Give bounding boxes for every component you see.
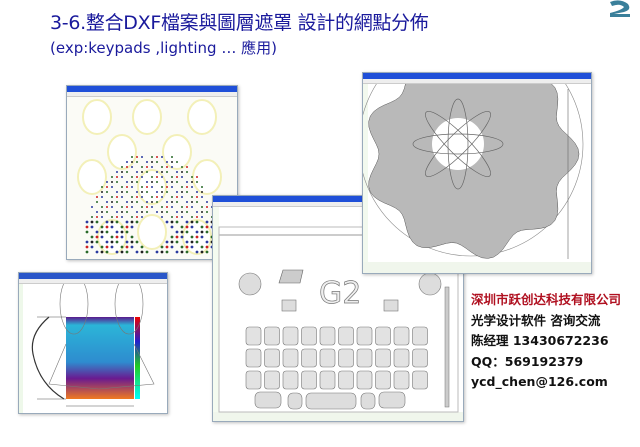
key-shape: [356, 370, 373, 390]
key-shape: [264, 326, 280, 346]
manager-phone: 陈经理 13430672236: [471, 333, 609, 348]
key-shape: [264, 348, 280, 368]
dot-pattern-canvas: [67, 97, 237, 259]
key-shape: [301, 326, 317, 346]
lighting-window[interactable]: [18, 272, 168, 414]
service-line: 光学设计软件 咨询交流: [471, 312, 601, 328]
key-shape: [245, 370, 262, 390]
key-shape: [319, 326, 336, 346]
qq-number: QQ：569192379: [471, 353, 584, 369]
dot-distribution-window[interactable]: [66, 85, 238, 260]
window-title-bar[interactable]: [363, 73, 591, 79]
key-shape: [360, 392, 376, 410]
g2-keypad-logo: G2: [319, 276, 361, 311]
window-title-bar[interactable]: [67, 86, 237, 92]
key-shape: [338, 348, 354, 368]
flower-pattern-window[interactable]: [362, 72, 592, 274]
key-shape: [356, 326, 373, 346]
key-shape: [375, 348, 391, 368]
key-shape: [245, 348, 262, 368]
key-shape: [264, 370, 280, 390]
key-shape: [319, 370, 336, 390]
contact-info: 深圳市跃创达科技有限公司 光学设计软件 咨询交流 陈经理 13430672236…: [471, 290, 621, 393]
key-shape: [378, 391, 406, 409]
key-shape: [282, 348, 299, 368]
key-shape: [412, 370, 428, 390]
lighting-canvas: [19, 284, 155, 413]
slide-title: 3-6.整合DXF檔案與圖層遮罩 設計的網點分佈: [50, 12, 429, 34]
g2-logo-icon: [610, 0, 630, 18]
key-shape: [254, 391, 282, 409]
key-shape: [338, 326, 354, 346]
window-menu-bar[interactable]: [213, 202, 463, 207]
key-shape: [338, 370, 354, 390]
company-name: 深圳市跃创达科技有限公司: [471, 292, 622, 307]
key-shape: [375, 370, 391, 390]
slide-subtitle: (exp:keypads ,lighting … 應用): [50, 39, 277, 57]
key-shape: [393, 370, 410, 390]
window-title-bar[interactable]: [19, 273, 167, 279]
email-address[interactable]: ycd_chen@126.com: [471, 374, 608, 389]
key-shape: [301, 370, 317, 390]
key-shape: [282, 370, 299, 390]
key-shape: [282, 326, 299, 346]
key-shape: [412, 326, 428, 346]
flower-canvas: [363, 84, 591, 273]
keypad-window[interactable]: G2: [212, 195, 464, 422]
key-shape: [301, 348, 317, 368]
keypad-canvas: G2: [213, 207, 463, 421]
key-shape: [287, 392, 303, 410]
key-shape: [393, 348, 410, 368]
window-menu-bar[interactable]: [19, 279, 167, 284]
key-shape: [245, 326, 262, 346]
key-shape: [305, 392, 357, 410]
key-shape: [356, 348, 373, 368]
window-title-bar[interactable]: [213, 196, 463, 202]
key-shape: [412, 348, 428, 368]
key-shape: [393, 326, 410, 346]
window-menu-bar[interactable]: [67, 92, 237, 97]
key-shape: [319, 348, 336, 368]
key-shape: [375, 326, 391, 346]
